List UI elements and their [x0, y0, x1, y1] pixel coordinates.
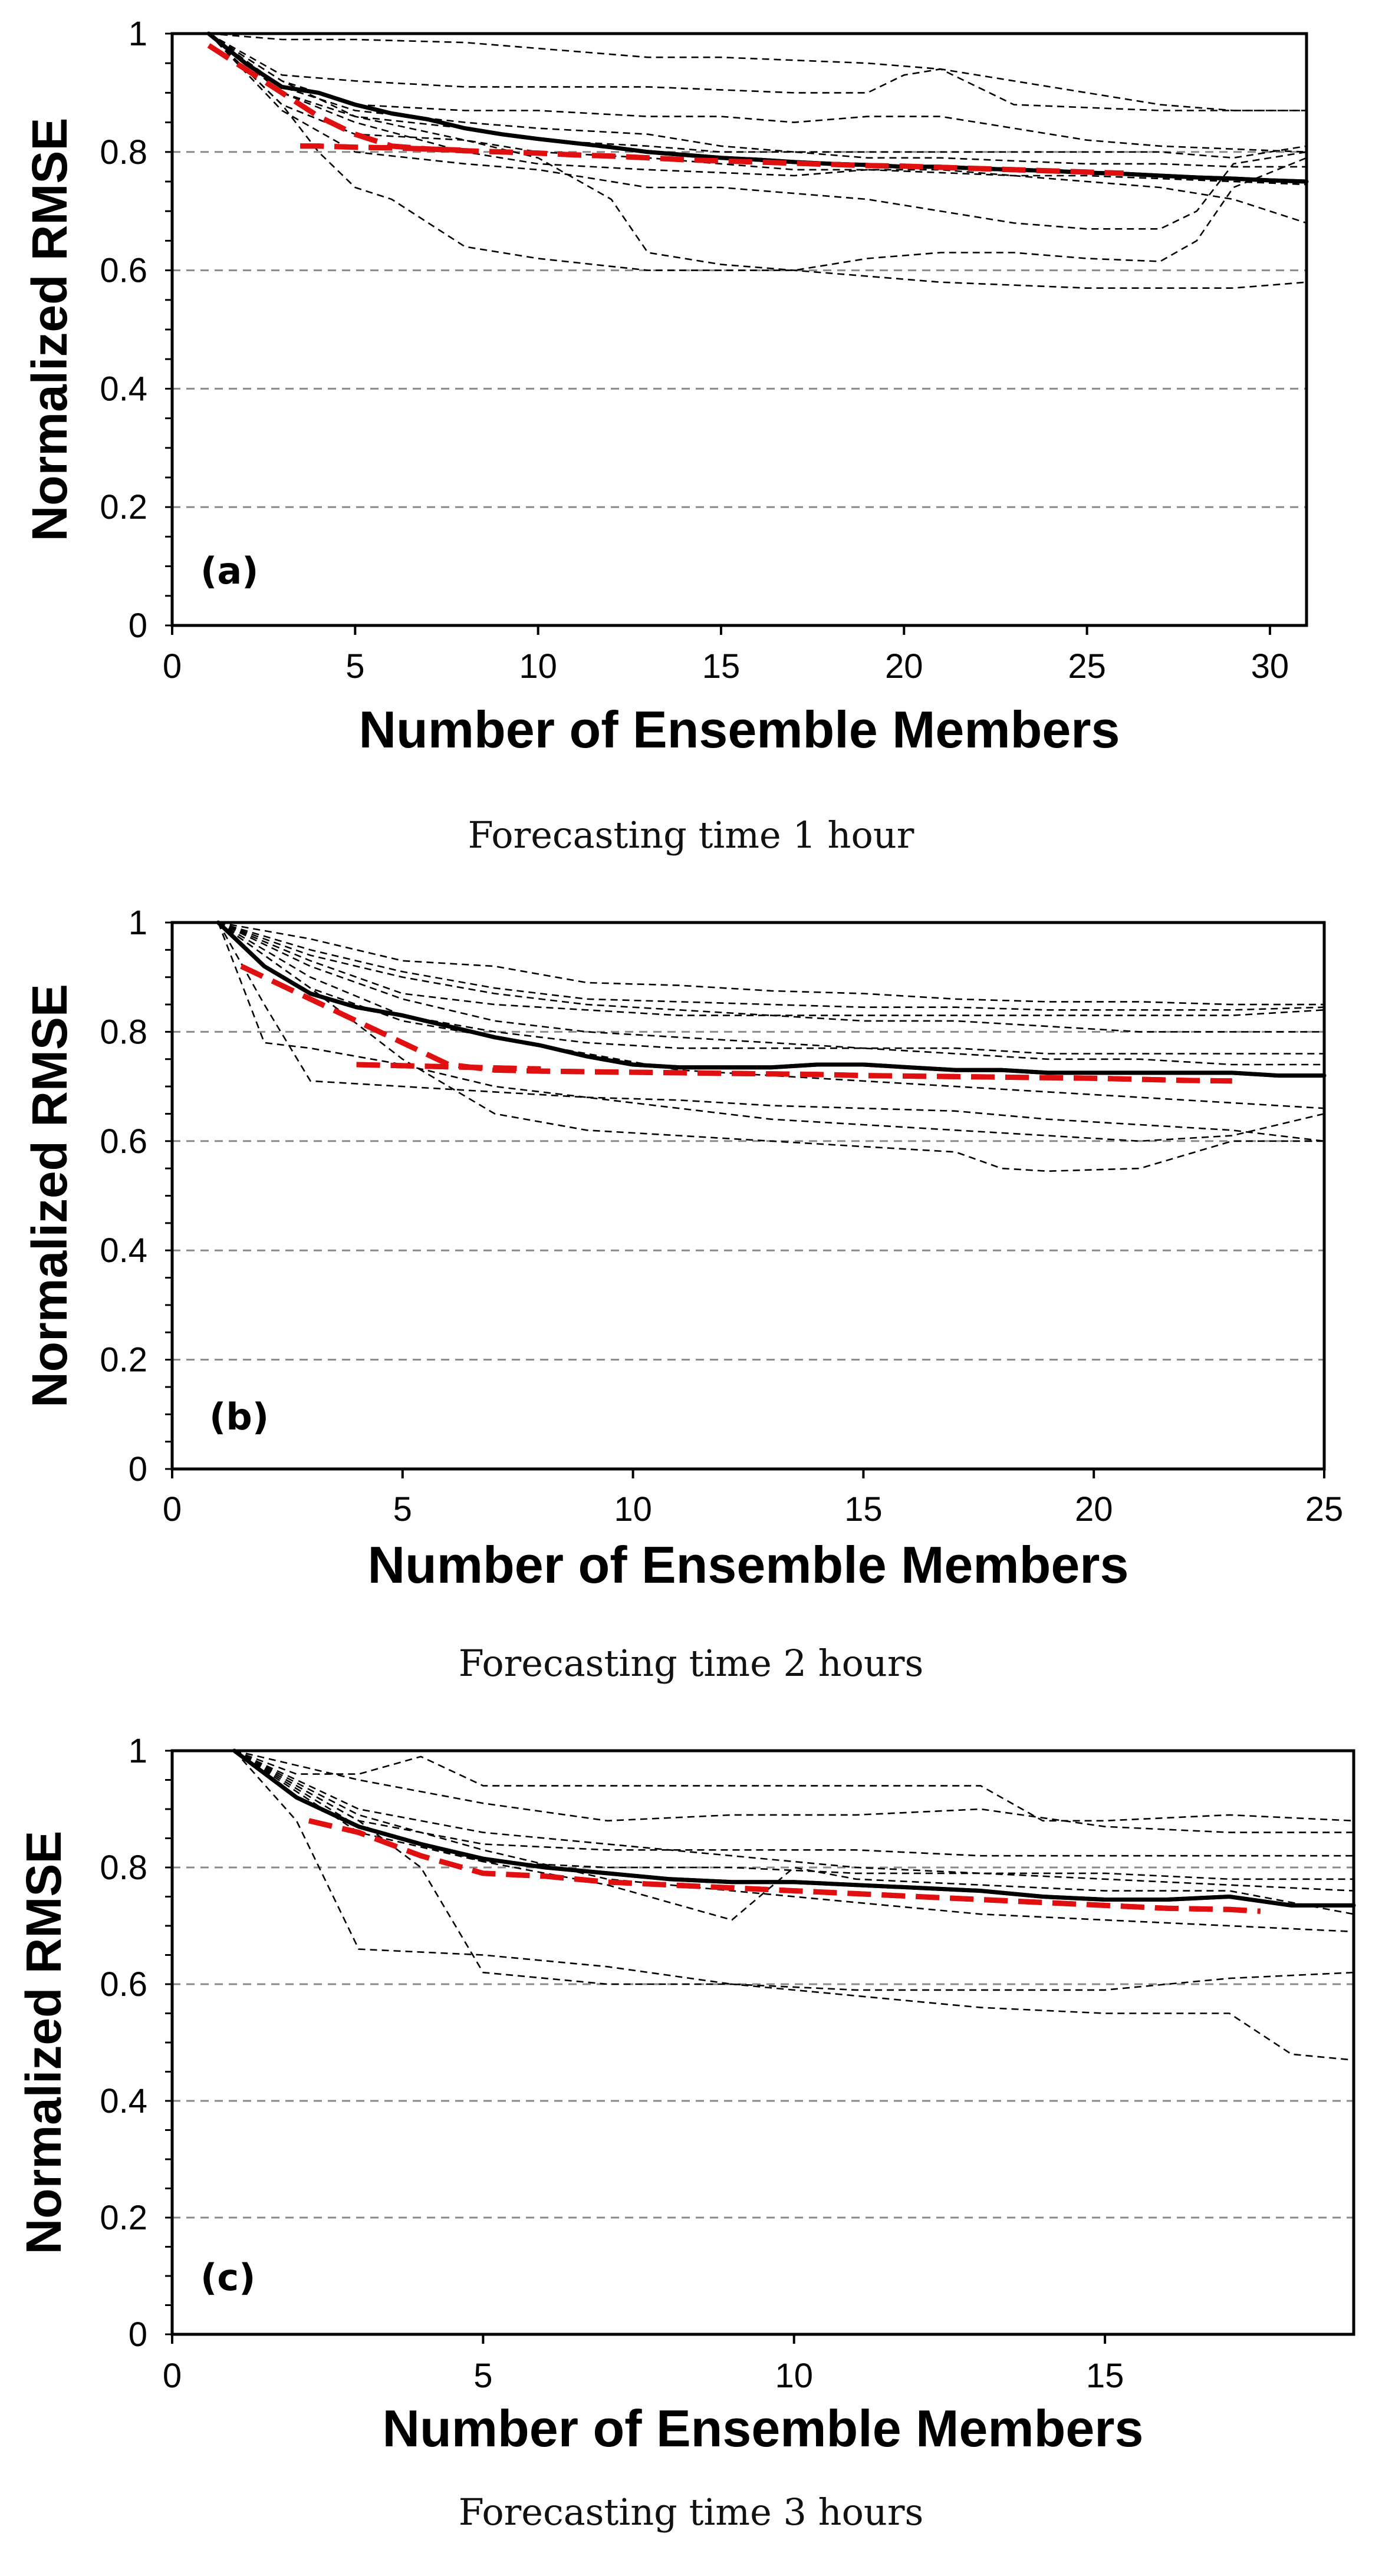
series-member-1 [208, 32, 1307, 111]
y-tick-label: 0.8 [100, 1849, 147, 1887]
y-tick-label: 0.6 [100, 1122, 147, 1161]
x-tick-label: 0 [163, 2357, 182, 2395]
plot-frame [170, 32, 1308, 627]
y-tick-label: 0 [129, 2315, 147, 2354]
x-tick-label: 5 [473, 2357, 492, 2395]
series-fit-top [308, 1818, 1261, 1914]
series-fit-flat-top [356, 1062, 541, 1072]
series-member-3 [208, 32, 1307, 153]
x-tick-label: 15 [844, 1490, 883, 1529]
x-tick-label: 15 [1086, 2357, 1124, 2395]
caption-c: Forecasting time 3 hours [458, 2491, 924, 2534]
x-tick-label: 10 [519, 647, 557, 686]
y-tick-label: 0.4 [100, 1231, 147, 1270]
plot-frame [170, 1749, 1355, 2336]
y-tick-label: 0.8 [100, 1013, 147, 1051]
y-axis-title: Normalized RMSE [22, 984, 77, 1408]
series-mean-top [216, 921, 1324, 1078]
series-member-4 [233, 1750, 1354, 1880]
x-tick-label: 10 [614, 1490, 652, 1529]
series-member-2 [208, 32, 1307, 111]
series-member-2 [234, 1750, 1354, 1833]
chart-panel-b: 0 5 10 15 20 25 0 0.2 0.4 0.6 0.8 1 Number of Ensemb… [22, 904, 1344, 1594]
series-member-5 [208, 33, 1307, 186]
y-tick-label: 0.4 [100, 2082, 147, 2120]
x-tick-label: 15 [702, 647, 741, 686]
series-member-6 [233, 1750, 1354, 1991]
x-tick-label: 0 [163, 647, 182, 686]
y-tick-label: 0.2 [100, 488, 147, 526]
y-axis-title: Normalized RMSE [22, 118, 77, 542]
panel-label: (c) [200, 2256, 255, 2299]
series-member-1 [234, 1750, 1354, 1822]
series-fit-flat-top [300, 143, 465, 153]
series-member-10 [218, 921, 1325, 1016]
y-tick-label: 0.8 [100, 133, 147, 172]
y-tick-label: 0.4 [100, 370, 147, 408]
series-member-8 [218, 921, 1324, 1172]
series-member-7 [208, 33, 1307, 271]
chart-panel-a: 0 5 10 15 20 25 30 0 0.2 0.4 0.6 0.8 1 Number of Ense… [22, 15, 1309, 759]
chart-panel-c: 0 5 10 15 0 0.2 0.4 0.6 0.8 1 Number of Ensemble M… [16, 1732, 1356, 2458]
y-axis-title: Normalized RMSE [16, 1831, 71, 2255]
series-fit-top [207, 43, 1124, 176]
y-tick-label: 1 [129, 904, 147, 942]
x-tick-label: 20 [885, 647, 923, 686]
y-tick-label: 0.6 [100, 1965, 147, 2004]
series-member-5 [233, 1750, 1354, 1921]
series-member-1 [218, 921, 1324, 1006]
x-tick-label: 20 [1075, 1490, 1113, 1529]
series-fit-top [240, 964, 1232, 1084]
x-tick-label: 10 [775, 2357, 813, 2395]
caption-a: Forecasting time 1 hour [468, 813, 914, 857]
x-tick-label: 5 [345, 647, 364, 686]
series-member-9 [218, 921, 1324, 1055]
x-axis-title: Number of Ensemble Members [368, 1536, 1129, 1594]
series-mean [216, 920, 1327, 1078]
series-member-7 [233, 1750, 1354, 2061]
series-member-6 [217, 922, 1325, 1142]
y-tick-label: 1 [129, 15, 147, 53]
caption-b: Forecasting time 2 hours [458, 1642, 924, 1685]
x-axis-title: Number of Ensemble Members [359, 700, 1120, 759]
series-member-9 [233, 1750, 1354, 1892]
series-mean-top [233, 1749, 1354, 1908]
series-member-3 [218, 921, 1324, 1033]
x-tick-label: 0 [163, 1490, 182, 1529]
series-mean-top [207, 32, 1307, 184]
x-tick-label: 5 [393, 1490, 412, 1529]
y-tick-label: 0.2 [100, 2199, 147, 2237]
series-member-9 [208, 32, 1307, 224]
y-tick-label: 0.6 [100, 252, 147, 290]
series-member-8 [233, 1750, 1354, 1933]
x-tick-label: 25 [1305, 1490, 1344, 1529]
y-tick-label: 0 [129, 607, 147, 645]
y-tick-label: 0.2 [100, 1341, 147, 1379]
plot-frame [170, 921, 1326, 1471]
x-axis-title: Number of Ensemble Members [383, 2399, 1144, 2458]
panel-label: (b) [209, 1395, 269, 1438]
series-fit [240, 964, 1232, 1084]
panel-label: (a) [200, 549, 259, 592]
y-tick-label: 1 [129, 1732, 147, 1770]
x-tick-label: 30 [1251, 647, 1289, 686]
series-member-2 [218, 921, 1325, 1011]
series-member-6 [208, 33, 1307, 230]
series-member-8 [208, 32, 1307, 289]
x-tick-label: 25 [1068, 647, 1106, 686]
y-tick-label: 0 [129, 1450, 147, 1488]
